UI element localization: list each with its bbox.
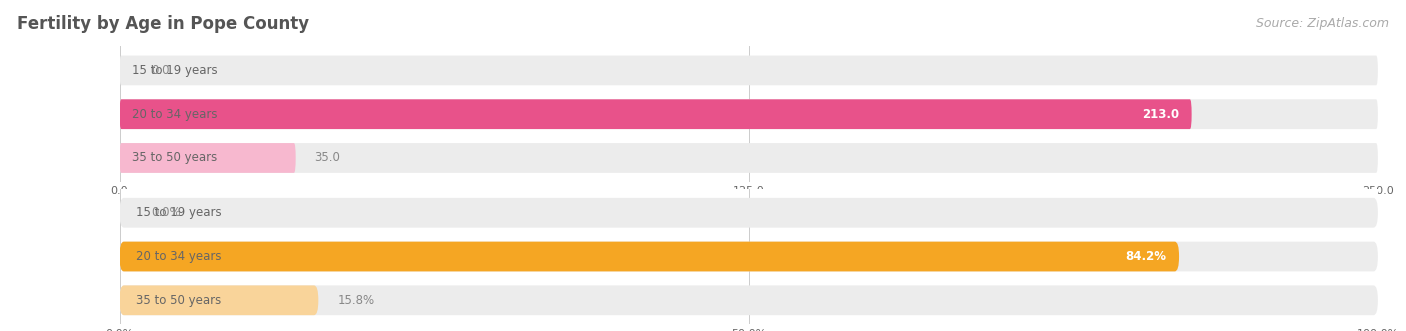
Text: 35 to 50 years: 35 to 50 years — [136, 294, 221, 307]
FancyBboxPatch shape — [120, 99, 1378, 129]
Text: 15.8%: 15.8% — [337, 294, 374, 307]
Text: 15 to 19 years: 15 to 19 years — [136, 206, 222, 219]
Text: 0.0: 0.0 — [150, 64, 170, 77]
FancyBboxPatch shape — [120, 198, 1378, 228]
FancyBboxPatch shape — [120, 143, 1378, 173]
FancyBboxPatch shape — [120, 99, 1192, 129]
Text: 213.0: 213.0 — [1142, 108, 1180, 121]
Text: Fertility by Age in Pope County: Fertility by Age in Pope County — [17, 15, 309, 33]
Text: 35 to 50 years: 35 to 50 years — [132, 152, 218, 165]
Text: 0.0%: 0.0% — [150, 206, 180, 219]
FancyBboxPatch shape — [120, 56, 1378, 85]
Text: 35.0: 35.0 — [315, 152, 340, 165]
FancyBboxPatch shape — [120, 285, 1378, 315]
FancyBboxPatch shape — [120, 242, 1378, 271]
Text: 20 to 34 years: 20 to 34 years — [132, 108, 218, 121]
Text: 15 to 19 years: 15 to 19 years — [132, 64, 218, 77]
Text: 20 to 34 years: 20 to 34 years — [136, 250, 221, 263]
FancyBboxPatch shape — [120, 143, 295, 173]
FancyBboxPatch shape — [120, 242, 1180, 271]
Text: 84.2%: 84.2% — [1125, 250, 1167, 263]
FancyBboxPatch shape — [120, 285, 318, 315]
Text: Source: ZipAtlas.com: Source: ZipAtlas.com — [1256, 17, 1389, 30]
